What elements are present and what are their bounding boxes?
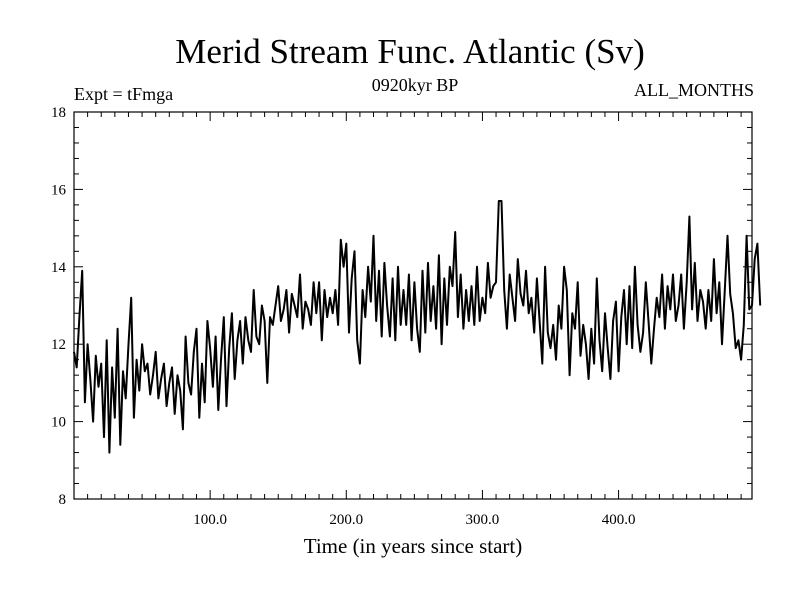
axis-ticks (73, 111, 752, 500)
y-tick-label: 10 (51, 415, 66, 431)
x-tick-label: 100.0 (193, 512, 227, 528)
y-tick-labels: 8 10 12 14 16 18 (51, 105, 67, 508)
period-label: ALL_MONTHS (634, 80, 754, 100)
x-tick-label: 300.0 (466, 512, 500, 528)
plot-frame (73, 111, 753, 500)
series-line (73, 200, 762, 454)
x-tick-labels: 100.0 200.0 300.0 400.0 (193, 512, 635, 528)
chart-title: Merid Stream Func. Atlantic (Sv) (175, 32, 645, 71)
x-axis-label: Time (in years since start) (304, 534, 523, 558)
y-tick-label: 16 (51, 182, 67, 198)
x-tick-label: 400.0 (602, 512, 636, 528)
x-tick-label: 200.0 (329, 512, 363, 528)
experiment-label: Expt = tFmga (74, 84, 174, 104)
y-tick-label: 8 (59, 492, 67, 508)
y-tick-label: 18 (51, 105, 66, 121)
y-tick-label: 12 (51, 337, 66, 353)
chart-subtitle: 0920kyr BP (371, 75, 459, 95)
y-tick-label: 14 (51, 260, 67, 276)
